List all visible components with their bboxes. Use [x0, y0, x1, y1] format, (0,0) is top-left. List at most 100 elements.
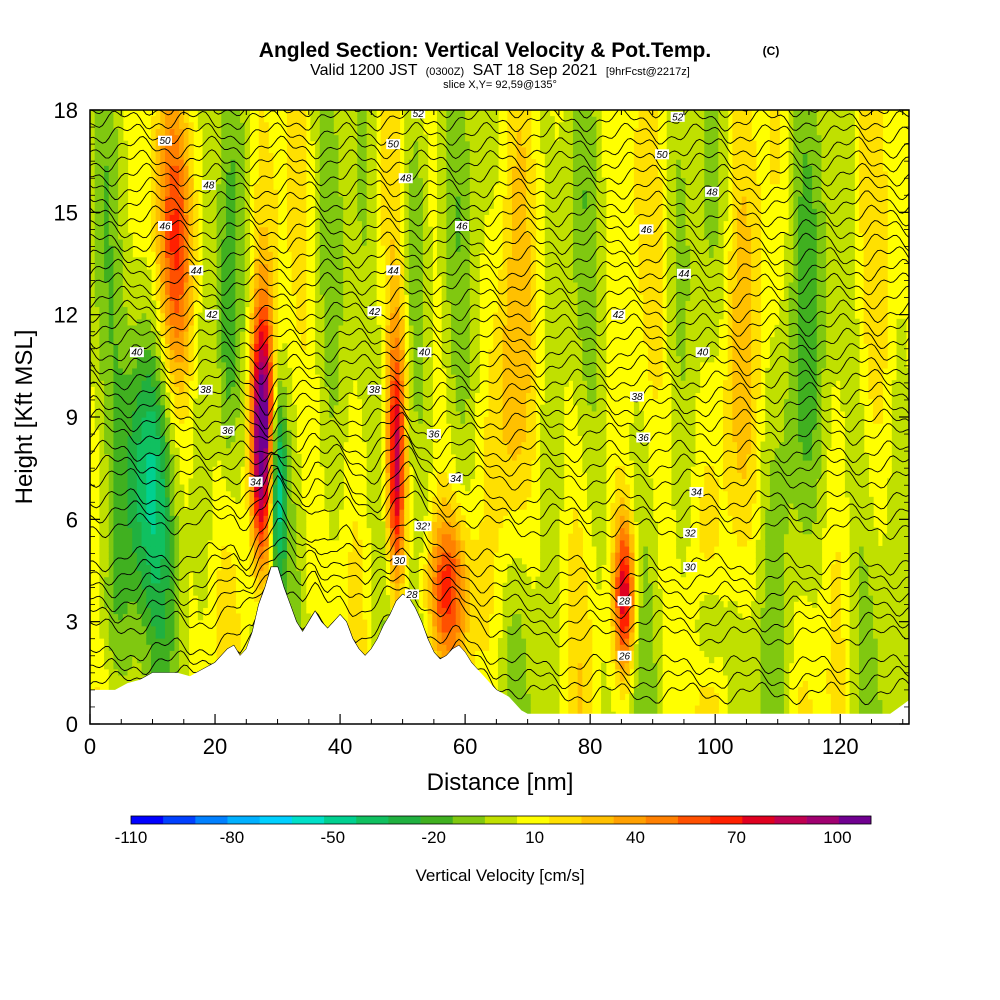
velocity-cell — [122, 318, 129, 326]
velocity-cell — [268, 306, 274, 314]
velocity-cell — [94, 159, 100, 166]
velocity-cell — [244, 214, 251, 222]
velocity-cell — [225, 588, 232, 596]
velocity-cell — [90, 324, 96, 332]
velocity-cell — [160, 294, 166, 301]
velocity-cell — [183, 263, 190, 271]
velocity-cell — [94, 220, 100, 228]
velocity-cell — [380, 189, 386, 197]
velocity-cell — [272, 490, 279, 498]
velocity-cell — [272, 484, 279, 492]
velocity-cell — [165, 595, 171, 602]
velocity-cell — [155, 146, 161, 154]
velocity-cell — [104, 152, 110, 160]
velocity-cell — [221, 570, 227, 578]
velocity-cell — [160, 631, 166, 639]
velocity-cell — [338, 367, 344, 375]
velocity-cell — [301, 288, 307, 295]
velocity-cell — [104, 558, 110, 565]
velocity-cell — [343, 189, 349, 197]
velocity-cell — [272, 472, 279, 479]
velocity-cell — [343, 300, 349, 308]
velocity-cell — [136, 466, 143, 473]
velocity-cell — [99, 601, 105, 608]
velocity-cell — [136, 459, 143, 467]
velocity-cell — [104, 662, 110, 670]
velocity-cell — [366, 202, 372, 209]
velocity-cell — [174, 466, 180, 473]
velocity-cell — [202, 570, 208, 578]
velocity-cell — [113, 496, 119, 504]
velocity-cell — [296, 189, 302, 197]
velocity-cell — [319, 152, 326, 160]
velocity-cell — [202, 380, 208, 387]
velocity-cell — [127, 337, 133, 344]
velocity-cell — [291, 552, 297, 559]
velocity-cell — [216, 331, 222, 338]
velocity-cell — [132, 478, 138, 486]
velocity-cell — [193, 220, 199, 228]
velocity-cell — [235, 398, 241, 406]
velocity-cell — [150, 177, 157, 185]
velocity-cell — [90, 208, 96, 215]
velocity-cell — [160, 257, 166, 265]
velocity-cell — [361, 146, 368, 154]
velocity-cell — [132, 459, 138, 467]
copyright-mark: (C) — [763, 44, 780, 58]
velocity-cell — [258, 300, 265, 308]
velocity-cell — [249, 570, 255, 578]
velocity-cell — [104, 110, 110, 117]
velocity-cell — [174, 208, 180, 215]
velocity-cell — [141, 576, 147, 584]
velocity-cell — [225, 613, 232, 621]
velocity-cell — [179, 238, 185, 246]
velocity-cell — [240, 159, 246, 166]
velocity-cell — [249, 441, 255, 449]
velocity-cell — [329, 226, 335, 234]
velocity-cell — [371, 275, 377, 283]
velocity-cell — [104, 527, 110, 535]
velocity-cell — [357, 288, 363, 295]
velocity-cell — [216, 177, 222, 185]
velocity-cell — [324, 484, 330, 492]
velocity-cell — [352, 195, 358, 203]
velocity-cell — [272, 220, 279, 228]
velocity-cell — [193, 484, 199, 492]
velocity-cell — [179, 509, 185, 516]
velocity-cell — [291, 238, 297, 246]
velocity-cell — [197, 331, 204, 338]
velocity-cell — [291, 171, 297, 179]
velocity-cell — [296, 202, 302, 209]
velocity-cell — [371, 116, 377, 123]
velocity-cell — [244, 257, 251, 265]
velocity-cell — [99, 417, 105, 424]
velocity-cell — [183, 294, 190, 301]
velocity-cell — [146, 441, 152, 449]
velocity-cell — [315, 220, 321, 228]
velocity-cell — [225, 238, 232, 246]
velocity-cell — [329, 466, 335, 473]
velocity-cell — [113, 552, 119, 559]
velocity-cell — [376, 343, 382, 351]
velocity-cell — [221, 398, 227, 406]
velocity-cell — [188, 208, 194, 215]
velocity-cell — [319, 312, 326, 320]
velocity-cell — [347, 312, 354, 320]
velocity-cell — [376, 410, 382, 418]
velocity-cell — [193, 558, 199, 565]
velocity-cell — [202, 417, 208, 424]
velocity-cell — [197, 588, 204, 596]
velocity-cell — [371, 496, 377, 504]
velocity-cell — [132, 423, 138, 430]
velocity-cell — [146, 515, 152, 522]
velocity-cell — [207, 281, 213, 289]
velocity-cell — [118, 521, 124, 529]
velocity-cell — [183, 392, 190, 400]
velocity-cell — [165, 208, 171, 215]
velocity-cell — [169, 533, 175, 541]
velocity-cell — [193, 564, 199, 572]
velocity-cell — [230, 288, 236, 295]
velocity-cell — [141, 404, 147, 412]
velocity-cell — [193, 453, 199, 461]
velocity-cell — [263, 552, 269, 559]
